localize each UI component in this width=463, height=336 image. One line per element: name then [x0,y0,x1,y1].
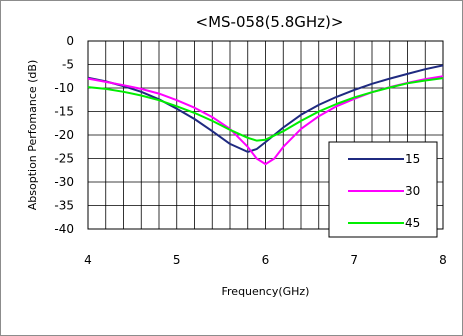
legend-label-45: 45 [405,216,420,230]
plot-area [87,40,444,230]
y-tick-label: -25 [54,152,74,166]
x-tick-label: 4 [84,253,92,267]
legend: 15 30 45 [328,141,438,238]
y-tick-label: -15 [54,105,74,119]
legend-label-15: 15 [405,152,420,166]
series-line-45 [87,77,444,142]
series-line-15 [87,64,444,153]
y-tick-label: -20 [54,128,74,142]
y-tick-label: -30 [54,175,74,189]
tick-labels: 0-5-10-15-20-25-30-35-404 5 6 7 8 [54,34,446,267]
y-tick-label: -5 [62,58,74,72]
x-axis-label: Frequency(GHz) [222,285,310,298]
x-tick-label: 7 [350,253,358,267]
y-tick-label: -10 [54,81,74,95]
legend-box [328,141,438,238]
series-group [87,64,444,166]
x-tick-label: 5 [173,253,181,267]
y-tick-label: 0 [66,34,74,48]
x-tick-label: 6 [262,253,270,267]
y-tick-label: -40 [54,222,74,236]
y-axis-label: Absoption Perfomance (dB) [26,60,39,211]
x-tick-label: 8 [439,253,447,267]
legend-label-30: 30 [405,184,420,198]
y-tick-label: -35 [54,199,74,213]
chart-title: <MS-058(5.8GHz)> [196,13,344,31]
